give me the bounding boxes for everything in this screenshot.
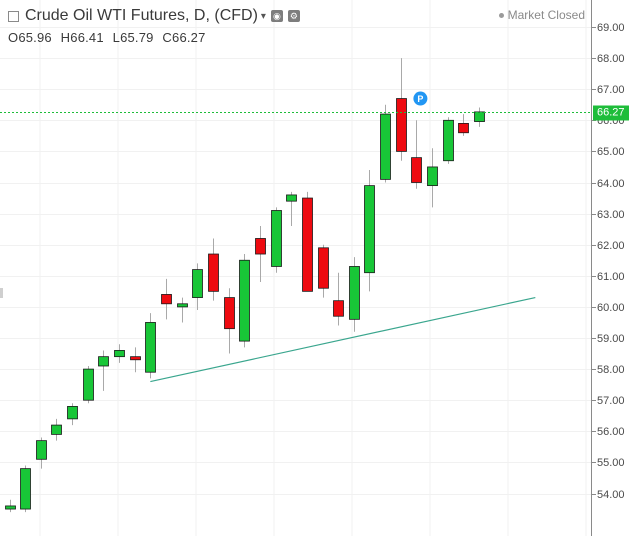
- price-tick-label: 62.00: [597, 239, 625, 252]
- candle-up: [427, 166, 438, 187]
- price-tick-mark: [592, 307, 596, 308]
- event-marker-label: P: [417, 94, 423, 104]
- price-tick-mark: [592, 245, 596, 246]
- price-tick-label: 61.00: [597, 270, 625, 283]
- price-tick-mark: [592, 400, 596, 401]
- price-tick-label: 68.00: [597, 52, 625, 65]
- candle-up: [443, 119, 454, 162]
- candle-up: [349, 266, 360, 320]
- price-tick-mark: [592, 276, 596, 277]
- chevron-down-icon[interactable]: ▾: [260, 10, 266, 22]
- candle-up: [271, 210, 282, 267]
- candle-up: [239, 259, 250, 342]
- candle-up: [145, 322, 156, 373]
- candle-down: [161, 294, 172, 305]
- price-tick-label: 64.00: [597, 177, 625, 190]
- candle-down: [458, 123, 469, 134]
- candle-down: [224, 297, 235, 330]
- market-status-text: Market Closed: [507, 8, 585, 22]
- candle-down: [396, 98, 407, 152]
- price-tick-label: 54.00: [597, 488, 625, 501]
- candle-up: [364, 185, 375, 274]
- candle-up: [474, 111, 485, 122]
- candle-up: [114, 350, 125, 358]
- price-tick-label: 58.00: [597, 363, 625, 376]
- chart-legend: Crude Oil WTI Futures, D, (CFD) ▾ ◉ ⚙ O6…: [8, 6, 300, 45]
- candle-up: [380, 113, 391, 180]
- candle-up: [83, 368, 94, 401]
- price-tick-mark: [592, 369, 596, 370]
- price-tick-label: 55.00: [597, 456, 625, 469]
- price-tick-mark: [592, 494, 596, 495]
- candle-down: [318, 247, 329, 289]
- price-tick-mark: [592, 89, 596, 90]
- candle-down: [130, 356, 141, 361]
- candle-up: [286, 194, 297, 202]
- event-marker-icon: [413, 91, 428, 106]
- candle-down: [208, 253, 219, 292]
- candle-up: [20, 468, 31, 510]
- candle-down: [255, 238, 266, 255]
- candle-down: [333, 300, 344, 317]
- candle-up: [36, 440, 47, 460]
- price-tick-label: 63.00: [597, 208, 625, 221]
- price-tick-mark: [592, 120, 596, 121]
- price-chart[interactable]: P: [0, 0, 591, 536]
- symbol-title[interactable]: Crude Oil WTI Futures, D, (CFD): [25, 7, 258, 24]
- left-edge-handle[interactable]: [0, 288, 3, 298]
- candle-up: [51, 424, 62, 435]
- gear-icon[interactable]: ⚙: [287, 10, 300, 22]
- candle-up: [67, 406, 78, 420]
- price-tick-mark: [592, 151, 596, 152]
- candle-up: [177, 303, 188, 308]
- candle-down: [302, 197, 313, 292]
- low-value: L65.79: [112, 30, 154, 45]
- price-tick-mark: [592, 338, 596, 339]
- candle-up: [98, 356, 109, 367]
- high-value: H66.41: [60, 30, 104, 45]
- price-tick-mark: [592, 27, 596, 28]
- candle-up: [5, 505, 16, 510]
- price-tick-mark: [592, 58, 596, 59]
- price-tick-mark: [592, 431, 596, 432]
- status-dot-icon: [498, 13, 504, 19]
- price-tick-mark: [592, 183, 596, 184]
- price-tick-mark: [592, 462, 596, 463]
- price-tick-label: 65.00: [597, 145, 625, 158]
- last-price-tag: 66.27: [593, 105, 629, 120]
- ohlc-values: O65.96 H66.41 L65.79 C66.27: [8, 30, 300, 45]
- price-tick-label: 69.00: [597, 21, 625, 34]
- close-value: C66.27: [162, 30, 206, 45]
- collapse-box-icon[interactable]: [8, 10, 19, 22]
- candle-down: [411, 157, 422, 183]
- price-tick-label: 60.00: [597, 301, 625, 314]
- market-status: Market Closed: [498, 8, 585, 22]
- eye-icon[interactable]: ◉: [270, 10, 283, 22]
- price-axis-border: [591, 0, 592, 536]
- price-tick-mark: [592, 214, 596, 215]
- open-value: O65.96: [8, 30, 52, 45]
- trendline: [150, 296, 536, 383]
- price-tick-label: 67.00: [597, 83, 625, 96]
- title-row: Crude Oil WTI Futures, D, (CFD) ▾ ◉ ⚙: [8, 6, 300, 26]
- price-tick-label: 56.00: [597, 425, 625, 438]
- price-axis[interactable]: 54.00 55.00 56.00 57.00 58.00 59.00 60.00 61.00…: [592, 0, 643, 536]
- price-tick-label: 59.00: [597, 332, 625, 345]
- price-tick-label: 57.00: [597, 394, 625, 407]
- candle-up: [192, 269, 203, 298]
